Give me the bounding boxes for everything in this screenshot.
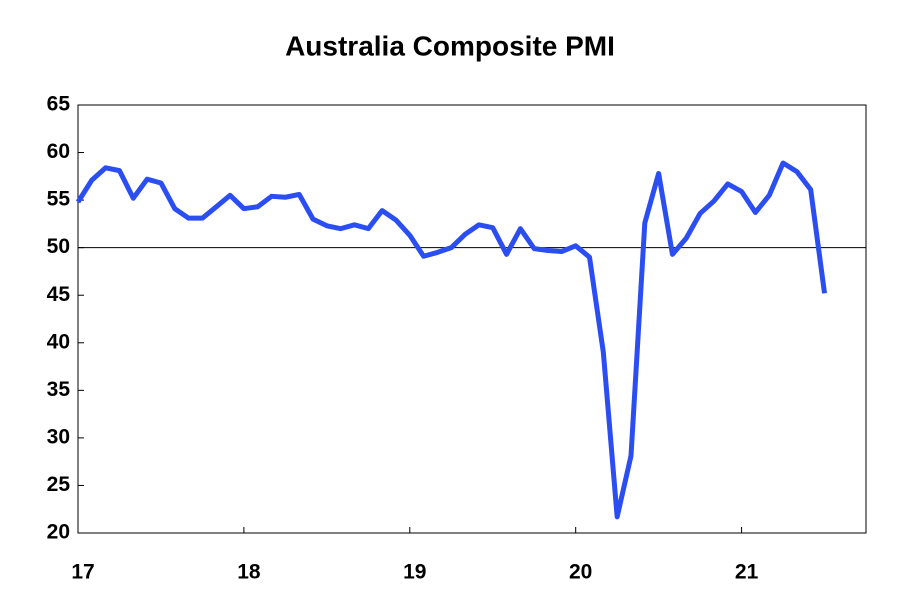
x-tick-label: 21 bbox=[735, 561, 759, 584]
y-tick-label: 45 bbox=[47, 283, 71, 306]
y-tick-label: 60 bbox=[47, 140, 70, 163]
data-line bbox=[75, 160, 828, 520]
y-tick-label: 20 bbox=[47, 521, 70, 544]
y-tick-label: 40 bbox=[47, 330, 70, 353]
y-tick-label: 65 bbox=[47, 93, 71, 116]
x-tick-label: 19 bbox=[403, 561, 426, 584]
x-tick-label: 18 bbox=[237, 561, 261, 584]
y-tick-label: 50 bbox=[47, 235, 70, 258]
x-tick-label: 20 bbox=[569, 561, 592, 584]
x-tick-label: 17 bbox=[71, 561, 94, 584]
y-tick-label: 25 bbox=[47, 473, 71, 496]
y-tick-label: 55 bbox=[47, 188, 71, 211]
y-tick-label: 30 bbox=[47, 425, 70, 448]
plot-frame bbox=[77, 104, 867, 534]
chart-title: Australia Composite PMI bbox=[285, 30, 615, 61]
y-tick-label: 35 bbox=[47, 378, 71, 401]
